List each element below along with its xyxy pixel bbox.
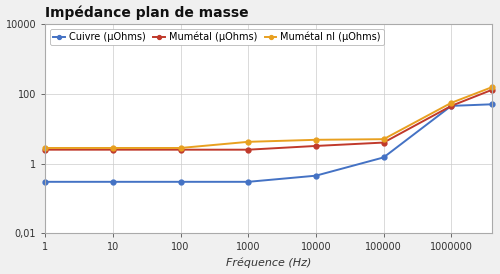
Cuivre (µOhms) — [489, 103, 495, 106]
Mumétal nl (µOhms) — [245, 140, 251, 144]
Mumétal nl (µOhms) — [178, 146, 184, 150]
Cuivre (µOhms) — [178, 180, 184, 184]
X-axis label: Fréquence (Hz): Fréquence (Hz) — [226, 258, 312, 269]
Line: Cuivre (µOhms): Cuivre (µOhms) — [43, 102, 494, 184]
Line: Mumétal (µOhms): Mumétal (µOhms) — [43, 87, 494, 152]
Mumétal nl (µOhms) — [110, 146, 116, 150]
Mumétal (µOhms) — [380, 141, 386, 144]
Mumétal (µOhms) — [489, 88, 495, 92]
Cuivre (µOhms) — [110, 180, 116, 184]
Cuivre (µOhms) — [245, 180, 251, 184]
Mumétal (µOhms) — [42, 148, 48, 151]
Legend: Cuivre (µOhms), Mumétal (µOhms), Mumétal nl (µOhms): Cuivre (µOhms), Mumétal (µOhms), Mumétal… — [50, 29, 384, 45]
Mumétal nl (µOhms) — [380, 138, 386, 141]
Mumétal nl (µOhms) — [448, 101, 454, 104]
Mumétal (µOhms) — [313, 144, 319, 148]
Mumétal nl (µOhms) — [42, 146, 48, 150]
Text: Impédance plan de masse: Impédance plan de masse — [45, 5, 249, 20]
Line: Mumétal nl (µOhms): Mumétal nl (µOhms) — [43, 85, 494, 150]
Mumétal (µOhms) — [178, 148, 184, 151]
Mumétal (µOhms) — [448, 104, 454, 107]
Cuivre (µOhms) — [313, 174, 319, 177]
Mumétal nl (µOhms) — [313, 138, 319, 141]
Cuivre (µOhms) — [448, 104, 454, 107]
Mumétal (µOhms) — [110, 148, 116, 151]
Cuivre (µOhms) — [42, 180, 48, 184]
Mumétal nl (µOhms) — [489, 85, 495, 89]
Mumétal (µOhms) — [245, 148, 251, 151]
Cuivre (µOhms) — [380, 156, 386, 159]
